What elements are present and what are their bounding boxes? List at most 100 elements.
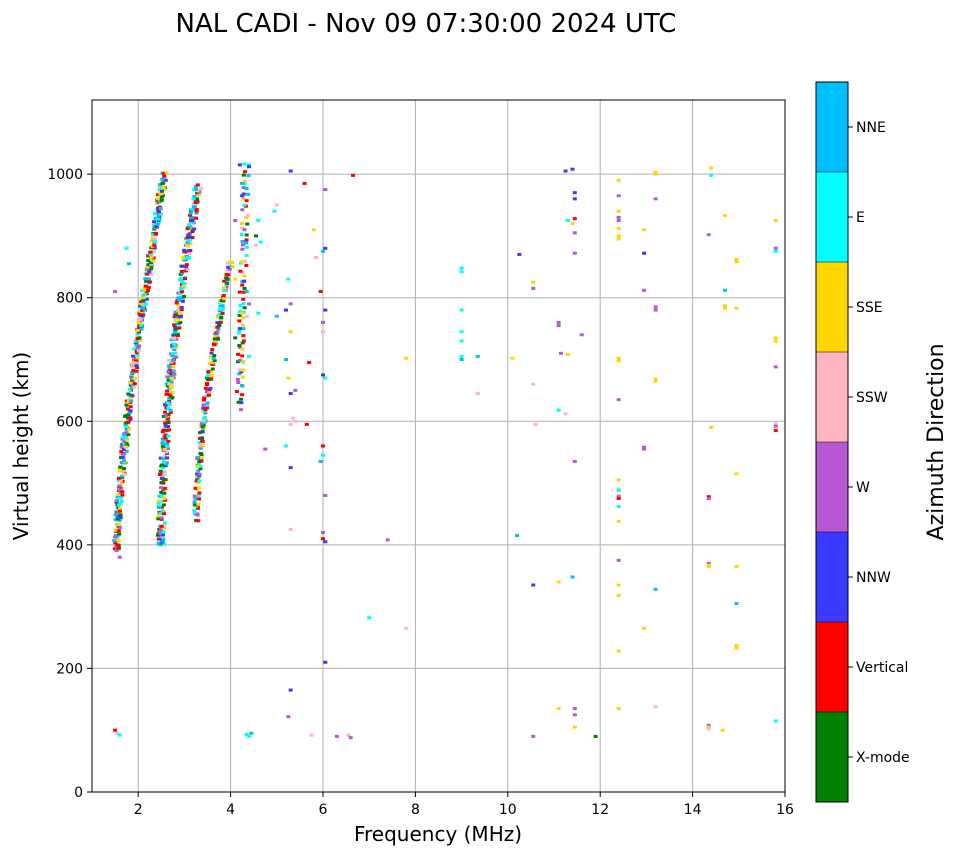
echo-point: [244, 199, 249, 203]
echo-point: [162, 172, 167, 176]
echo-point: [171, 369, 176, 373]
echo-point: [135, 328, 140, 332]
echo-point: [185, 241, 190, 245]
echo-point: [113, 728, 118, 732]
colorbar-label: X-mode: [856, 750, 910, 766]
echo-point: [192, 194, 197, 198]
echo-point: [174, 345, 179, 349]
echo-point: [166, 364, 171, 368]
echo-point: [146, 288, 151, 292]
echo-point: [192, 227, 197, 231]
echo-point: [241, 297, 246, 301]
echo-point: [182, 281, 187, 285]
echo-point: [157, 188, 162, 192]
echo-point: [185, 244, 190, 248]
echo-point: [237, 319, 242, 323]
echo-point: [188, 211, 193, 215]
echo-point: [165, 456, 170, 460]
echo-point: [166, 412, 171, 416]
echo-point: [240, 221, 245, 225]
echo-point: [240, 354, 245, 358]
echo-point: [642, 288, 647, 292]
echo-point: [314, 256, 319, 260]
echo-point: [194, 519, 199, 523]
echo-point: [142, 288, 147, 292]
echo-point: [116, 546, 121, 550]
colorbar-segment: [816, 622, 848, 712]
echo-point: [293, 388, 298, 392]
echo-point: [160, 182, 165, 186]
echo-point: [140, 302, 145, 306]
echo-point: [286, 376, 291, 380]
echo-point: [198, 467, 203, 471]
echo-point: [161, 460, 166, 464]
echo-point: [128, 410, 133, 414]
echo-point: [163, 433, 168, 437]
echo-point: [186, 233, 191, 237]
echo-point: [247, 354, 252, 358]
echo-point: [274, 314, 279, 318]
x-tick-label: 2: [134, 802, 143, 818]
echo-point: [197, 479, 202, 483]
echo-point: [212, 354, 217, 358]
echo-point: [226, 265, 231, 269]
echo-point: [199, 456, 204, 460]
echo-point: [163, 478, 168, 482]
echo-point: [158, 212, 163, 216]
echo-point: [143, 303, 148, 307]
echo-point: [184, 265, 189, 269]
echo-point: [195, 191, 200, 195]
echo-point: [113, 290, 118, 294]
colorbar-label: NNE: [856, 120, 886, 136]
echo-point: [274, 203, 279, 207]
echo-point: [156, 501, 161, 505]
echo-point: [156, 514, 161, 518]
echo-point: [124, 441, 129, 445]
y-tick-label: 0: [74, 785, 83, 801]
echo-point: [176, 308, 181, 312]
echo-point: [706, 564, 711, 568]
echo-point: [116, 476, 121, 480]
echo-point: [158, 486, 163, 490]
echo-point: [288, 330, 293, 334]
echo-point: [254, 234, 259, 238]
echo-point: [144, 292, 149, 296]
echo-point: [115, 517, 120, 521]
echo-point: [198, 451, 203, 455]
echo-point: [205, 401, 210, 405]
echo-point: [218, 320, 223, 324]
echo-point: [572, 197, 577, 201]
echo-point: [159, 491, 164, 495]
echo-point: [244, 254, 249, 258]
echo-point: [161, 539, 166, 543]
echo-point: [184, 263, 189, 267]
echo-point: [593, 734, 598, 738]
echo-point: [174, 301, 179, 305]
echo-point: [167, 382, 172, 386]
echo-point: [200, 436, 205, 440]
echo-point: [128, 416, 133, 420]
echo-point: [734, 260, 739, 264]
echo-point: [515, 534, 520, 538]
echo-point: [172, 336, 177, 340]
echo-point: [385, 538, 390, 542]
echo-point: [159, 472, 164, 476]
echo-point: [169, 381, 174, 385]
echo-point: [120, 437, 125, 441]
echo-point: [166, 358, 171, 362]
echo-point: [616, 594, 621, 598]
echo-point: [531, 280, 536, 284]
echo-point: [126, 399, 131, 403]
echo-point: [241, 339, 246, 343]
echo-point: [558, 351, 563, 355]
echo-point: [154, 232, 159, 236]
echo-point: [133, 361, 138, 365]
echo-point: [163, 410, 168, 414]
echo-point: [722, 304, 727, 308]
echo-point: [191, 197, 196, 201]
echo-point: [125, 407, 130, 411]
echo-point: [181, 256, 186, 260]
echo-point: [239, 397, 244, 401]
echo-point: [194, 216, 199, 220]
echo-point: [197, 497, 202, 501]
